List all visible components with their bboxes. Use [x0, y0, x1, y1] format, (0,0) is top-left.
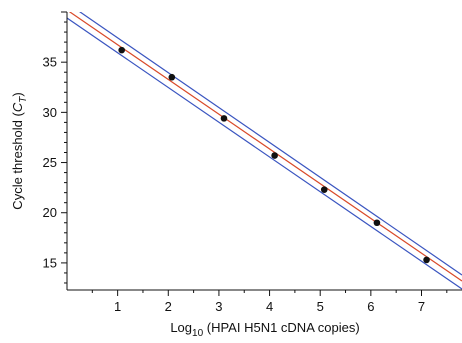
data-point	[168, 73, 176, 81]
x-tick-label: 4	[266, 299, 273, 314]
x-tick-label: 6	[367, 299, 374, 314]
regression-line-group	[68, 12, 462, 282]
data-point	[271, 152, 278, 159]
x-tick-label: 2	[165, 299, 172, 314]
data-point	[373, 219, 381, 227]
y-axis-ticks: 15 20 25 30 35	[43, 11, 67, 284]
x-tick-label: 5	[317, 299, 324, 314]
y-tick-label: 25	[43, 155, 57, 170]
data-point	[118, 46, 125, 54]
confidence-band-lower	[67, 17, 462, 290]
confidence-band-upper	[79, 12, 462, 276]
data-points	[118, 46, 430, 264]
y-tick-label: 15	[43, 255, 57, 270]
x-axis-title: Log10 (HPAI H5N1 cDNA copies)	[170, 320, 359, 339]
y-axis-title: Cycle threshold (CT)	[10, 92, 29, 209]
y-tick-label: 30	[43, 105, 57, 120]
y-tick-label: 35	[43, 55, 57, 70]
y-tick-label: 20	[43, 205, 57, 220]
regression-line	[68, 12, 462, 282]
x-tick-label: 7	[418, 299, 425, 314]
data-point	[423, 256, 430, 264]
x-tick-label: 1	[114, 299, 121, 314]
data-point	[320, 186, 328, 193]
x-axis-ticks: 1 2 3 4 5 6 7	[91, 290, 448, 314]
confidence-bands	[67, 12, 462, 290]
data-point	[220, 115, 228, 122]
x-tick-label: 3	[215, 299, 222, 314]
